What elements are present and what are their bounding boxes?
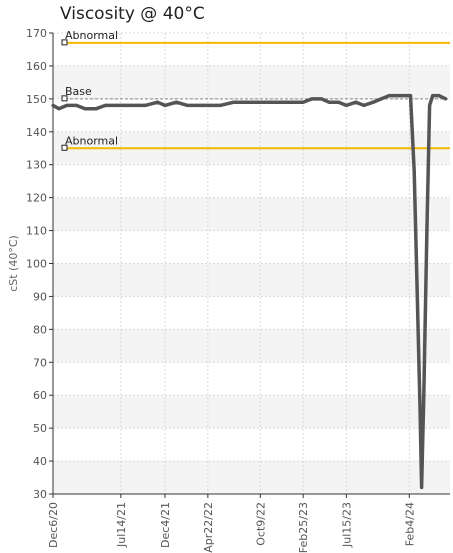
grid-layer xyxy=(52,32,450,495)
data-point xyxy=(185,103,190,108)
data-point xyxy=(371,100,375,104)
grid-band xyxy=(53,329,450,363)
data-point xyxy=(362,103,366,108)
y-tick-label: 170 xyxy=(26,27,47,40)
x-tick-label: Dec4/21 xyxy=(159,502,172,548)
data-point xyxy=(418,410,422,414)
reference-label: Abnormal xyxy=(65,29,118,42)
x-tick-label: Jul14/21 xyxy=(115,502,128,548)
y-tick-label: 160 xyxy=(26,60,47,73)
grid-band xyxy=(53,395,450,429)
data-point xyxy=(404,93,408,98)
data-point xyxy=(412,169,416,173)
reference-marker xyxy=(61,95,68,102)
y-tick-label: 40 xyxy=(33,455,47,468)
grid-band xyxy=(53,197,450,231)
data-point xyxy=(420,485,424,490)
y-axis-label: cSt (40°C) xyxy=(7,235,20,292)
data-point xyxy=(425,228,429,233)
data-point xyxy=(163,103,167,108)
data-point xyxy=(57,107,61,111)
y-tick-label: 140 xyxy=(26,126,47,139)
axes-layer xyxy=(49,32,450,498)
data-point xyxy=(408,93,413,98)
data-point xyxy=(83,107,87,111)
data-point xyxy=(437,93,441,98)
data-point xyxy=(74,103,79,108)
x-tick-label: Oct9/22 xyxy=(254,502,267,546)
data-point xyxy=(174,100,178,104)
y-tick-label: 80 xyxy=(33,323,47,336)
data-point xyxy=(270,100,274,104)
data-point xyxy=(337,100,341,104)
data-point xyxy=(280,100,285,104)
y-tick-label: 120 xyxy=(26,192,47,205)
data-point xyxy=(428,103,432,108)
x-tick-labels: Dec6/20 Jul14/21 Dec4/21 Apr22/22 Oct9/22 Feb… xyxy=(47,502,416,553)
data-point xyxy=(119,103,123,108)
data-point xyxy=(379,97,383,101)
x-tick-label: Feb4/24 xyxy=(403,502,416,546)
y-tick-label: 90 xyxy=(33,290,47,303)
reference-marker xyxy=(61,39,68,46)
y-tick-label: 130 xyxy=(26,159,47,172)
y-tick-labels: 30 40 50 60 70 80 90 100 110 120 130 140 150 160 170 xyxy=(26,27,47,501)
data-point xyxy=(444,97,448,101)
y-tick-label: 50 xyxy=(33,422,47,435)
data-point xyxy=(415,294,419,299)
data-point xyxy=(319,97,323,101)
y-tick-label: 150 xyxy=(26,93,47,106)
y-tick-label: 110 xyxy=(26,225,47,238)
data-point xyxy=(422,393,426,397)
data-point xyxy=(301,100,305,104)
data-point xyxy=(431,93,435,98)
data-point xyxy=(206,103,210,108)
x-tick-label: Dec6/20 xyxy=(47,502,60,548)
grid-band xyxy=(53,461,450,494)
y-tick-label: 100 xyxy=(26,258,47,271)
data-point xyxy=(387,93,391,98)
data-point xyxy=(232,100,236,104)
data-point xyxy=(258,100,262,104)
data-point xyxy=(103,103,108,108)
reference-label: Base xyxy=(65,85,92,98)
reference-lines: Abnormal Base Abnormal xyxy=(61,29,450,151)
data-point xyxy=(344,103,348,108)
y-tick-label: 60 xyxy=(33,389,47,402)
data-point xyxy=(51,103,55,108)
reference-label: Abnormal xyxy=(65,134,118,147)
x-tick-label: Apr22/22 xyxy=(202,502,215,553)
data-point xyxy=(130,103,134,108)
grid-band xyxy=(53,263,450,297)
data-point xyxy=(354,100,358,104)
reference-marker xyxy=(61,144,68,151)
chart-title: Viscosity @ 40°C xyxy=(60,4,205,24)
data-point xyxy=(94,107,98,111)
data-point xyxy=(196,103,200,108)
x-tick-label: Jul15/23 xyxy=(340,502,353,548)
data-point xyxy=(243,100,247,104)
grid-band xyxy=(53,65,450,99)
data-point xyxy=(310,97,314,101)
data-point xyxy=(143,103,147,108)
data-point xyxy=(292,100,296,104)
series-layer xyxy=(51,93,448,490)
x-tick-label: Feb25/23 xyxy=(297,502,310,553)
data-point xyxy=(65,103,69,108)
data-point xyxy=(397,93,401,98)
y-tick-label: 70 xyxy=(33,356,47,369)
data-point xyxy=(155,100,160,104)
y-tick-label: 30 xyxy=(33,488,47,501)
data-point xyxy=(327,100,331,104)
data-point xyxy=(218,103,222,108)
